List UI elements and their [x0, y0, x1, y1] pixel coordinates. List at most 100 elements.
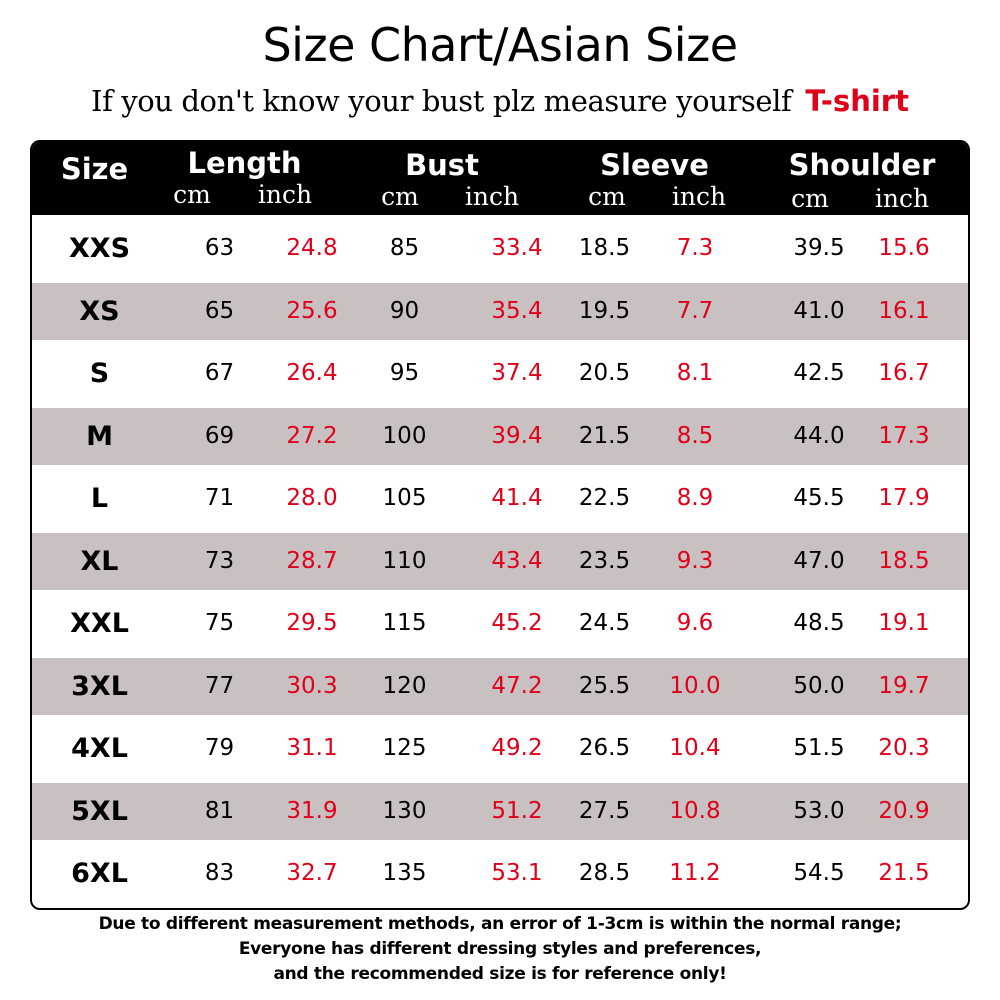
cell-sleeve-cm: 20.5: [578, 360, 631, 386]
cell-bust-cm: 95: [389, 360, 420, 386]
cell-length-cm: 65: [204, 297, 235, 324]
cell-sleeve-inch: 8.9: [676, 485, 714, 511]
cell-size: 3XL: [71, 670, 128, 702]
cell-shoulder-cm: 47.0: [793, 547, 845, 574]
cell-shoulder-inch: 17.9: [878, 485, 930, 511]
cell-length-cm: 63: [204, 235, 235, 261]
cell-size: XS: [79, 295, 120, 327]
table-row: XXS 63 24.8 85 33.4 18.5 7.3 39.5 15.6: [32, 220, 968, 277]
table-row: XXL 75 29.5 115 45.2 24.5 9.6 48.5 19.1: [32, 595, 968, 652]
table-row: 5XL 81 31.9 130 51.2 27.5 10.8 53.0 20.9: [32, 782, 968, 840]
cell-bust-inch: 39.4: [491, 422, 543, 449]
cell-length-inch: 30.3: [286, 672, 338, 699]
cell-length-inch: 29.5: [286, 610, 338, 636]
footer-note-1: Due to different measurement methods, an…: [98, 914, 902, 934]
table-row: M 69 27.2 100 39.4 21.5 8.5 44.0 17.3: [32, 407, 968, 465]
cell-bust-inch: 47.2: [491, 672, 543, 699]
header-size: Size: [60, 152, 129, 186]
header-length-cm: cm: [173, 180, 211, 209]
cell-shoulder-inch: 19.1: [878, 610, 930, 636]
header-shoulder-inch: inch: [874, 184, 930, 213]
table-row: XS 65 25.6 90 35.4 19.5 7.7 41.0 16.1: [32, 282, 968, 340]
cell-sleeve-cm: 19.5: [578, 297, 631, 324]
cell-size: M: [86, 420, 113, 452]
cell-bust-cm: 135: [382, 860, 427, 886]
cell-sleeve-inch: 10.0: [669, 672, 721, 699]
cell-bust-inch: 35.4: [491, 297, 543, 324]
cell-sleeve-inch: 7.3: [676, 235, 714, 261]
footer-note-3: and the recommended size is for referenc…: [273, 964, 727, 984]
cell-shoulder-cm: 53.0: [793, 797, 845, 824]
cell-bust-inch: 53.1: [491, 860, 543, 886]
cell-size: L: [90, 483, 109, 514]
cell-sleeve-cm: 28.5: [578, 860, 631, 886]
cell-shoulder-cm: 51.5: [793, 735, 845, 761]
header-length-inch: inch: [257, 180, 313, 209]
cell-sleeve-inch: 10.8: [669, 797, 721, 824]
cell-length-inch: 24.8: [286, 235, 338, 261]
cell-shoulder-cm: 42.5: [793, 360, 845, 386]
cell-shoulder-inch: 20.3: [878, 735, 930, 761]
cell-size: 6XL: [71, 858, 128, 889]
cell-length-inch: 28.7: [286, 547, 338, 574]
cell-bust-cm: 130: [382, 797, 427, 824]
cell-length-inch: 31.1: [286, 735, 338, 761]
cell-sleeve-inch: 11.2: [669, 860, 721, 886]
cell-bust-inch: 43.4: [491, 547, 543, 574]
cell-shoulder-cm: 48.5: [793, 610, 845, 636]
header-bust: Bust: [405, 148, 479, 182]
cell-length-cm: 79: [204, 735, 235, 761]
cell-bust-cm: 100: [382, 422, 427, 449]
cell-length-cm: 75: [204, 610, 235, 636]
chart-title: Size Chart/Asian Size: [262, 18, 738, 72]
cell-length-inch: 27.2: [286, 422, 338, 449]
cell-shoulder-inch: 21.5: [878, 860, 930, 886]
table-row: 6XL 83 32.7 135 53.1 28.5 11.2 54.5 21.5: [32, 845, 968, 902]
cell-shoulder-cm: 54.5: [793, 860, 845, 886]
table-row: 4XL 79 31.1 125 49.2 26.5 10.4 51.5 20.3: [32, 720, 968, 777]
cell-length-inch: 26.4: [286, 360, 338, 386]
cell-size: XL: [80, 545, 119, 577]
cell-sleeve-inch: 7.7: [676, 297, 714, 324]
cell-bust-inch: 49.2: [491, 735, 543, 761]
table-row: 3XL 77 30.3 120 47.2 25.5 10.0 50.0 19.7: [32, 657, 968, 715]
cell-length-inch: 25.6: [286, 297, 338, 324]
cell-shoulder-inch: 18.5: [878, 547, 930, 574]
cell-shoulder-inch: 20.9: [878, 797, 930, 824]
header-sleeve: Sleeve: [600, 148, 709, 182]
cell-length-cm: 71: [204, 485, 235, 511]
table-row: L 71 28.0 105 41.4 22.5 8.9 45.5 17.9: [32, 470, 968, 527]
cell-bust-inch: 41.4: [491, 485, 543, 511]
footer-note-2: Everyone has different dressing styles a…: [238, 939, 762, 959]
cell-shoulder-inch: 19.7: [878, 672, 930, 699]
cell-sleeve-inch: 8.5: [676, 422, 714, 449]
cell-sleeve-cm: 22.5: [578, 485, 631, 511]
size-table: Size Length cm inch Bust cm inch Sleeve …: [30, 140, 970, 910]
chart-subtitle: If you don't know your bust plz measure …: [0, 84, 1000, 118]
header-shoulder-cm: cm: [791, 184, 829, 213]
subtitle-text: If you don't know your bust plz measure …: [91, 84, 792, 118]
cell-bust-cm: 115: [382, 610, 427, 636]
cell-sleeve-cm: 21.5: [578, 422, 631, 449]
cell-length-cm: 67: [204, 360, 235, 386]
cell-bust-inch: 33.4: [491, 235, 543, 261]
cell-sleeve-inch: 8.1: [676, 360, 714, 386]
cell-bust-inch: 45.2: [491, 610, 543, 636]
cell-shoulder-inch: 17.3: [878, 422, 930, 449]
header-bust-cm: cm: [381, 182, 419, 211]
cell-shoulder-cm: 41.0: [793, 297, 845, 324]
cell-bust-inch: 51.2: [491, 797, 543, 824]
cell-size: 4XL: [71, 733, 128, 764]
cell-sleeve-cm: 23.5: [578, 547, 631, 574]
cell-shoulder-inch: 16.1: [878, 297, 930, 324]
cell-shoulder-cm: 50.0: [793, 672, 845, 699]
cell-size: S: [89, 358, 110, 389]
cell-shoulder-inch: 15.6: [878, 235, 930, 261]
cell-length-cm: 81: [204, 797, 235, 824]
cell-length-cm: 73: [204, 547, 235, 574]
cell-sleeve-cm: 25.5: [578, 672, 631, 699]
table-header: Size Length cm inch Bust cm inch Sleeve …: [32, 142, 968, 215]
table-row: XL 73 28.7 110 43.4 23.5 9.3 47.0 18.5: [32, 532, 968, 590]
header-sleeve-cm: cm: [588, 182, 626, 211]
cell-size: XXL: [70, 608, 129, 639]
